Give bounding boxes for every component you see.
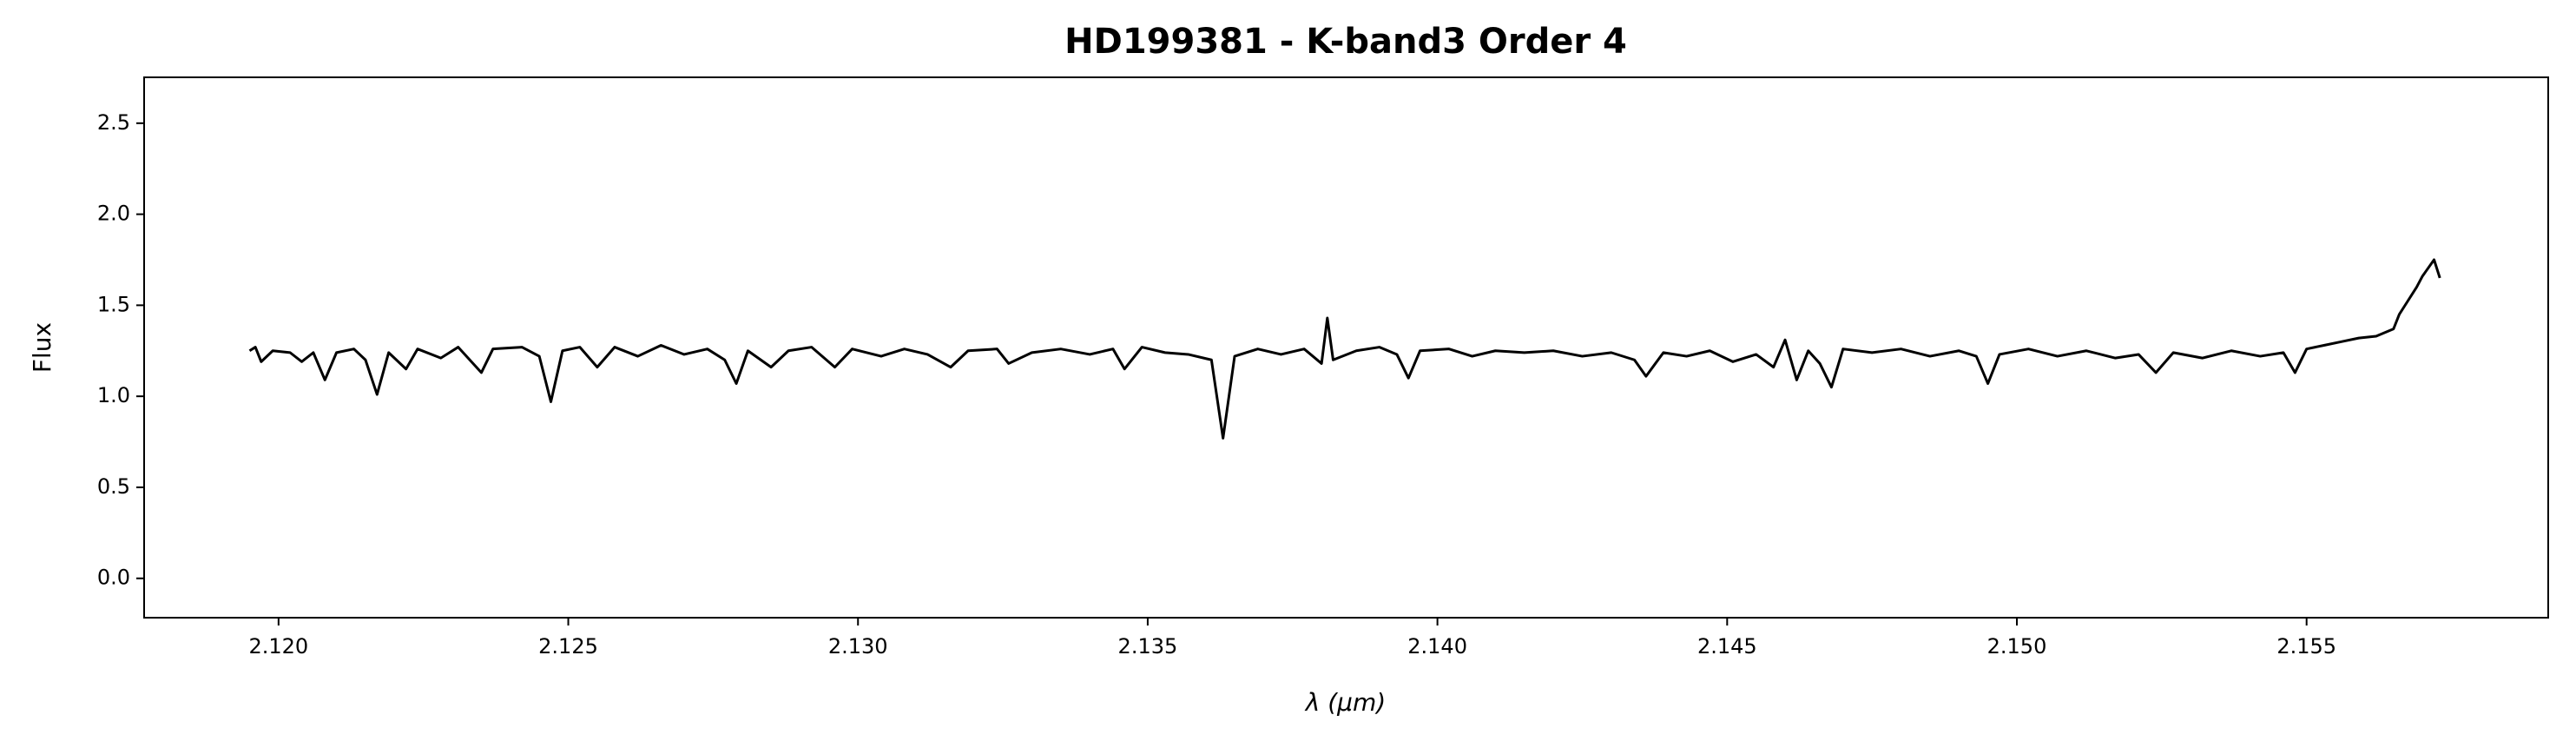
y-tick-label: 1.0 [97,383,130,407]
x-tick-label: 2.145 [1697,634,1757,659]
x-tick-label: 2.135 [1118,634,1178,659]
y-tick-label: 1.5 [97,292,130,316]
y-axis-label: Flux [28,322,56,373]
y-tick-label: 0.5 [97,474,130,499]
y-tick-label: 0.0 [97,566,130,590]
x-tick-label: 2.130 [828,634,888,659]
y-tick-label: 2.0 [97,202,130,226]
x-tick-label: 2.125 [538,634,598,659]
x-tick-label: 2.150 [1987,634,2047,659]
x-tick-label: 2.155 [2276,634,2336,659]
spectrum-line [248,258,2441,440]
x-axis-label: λ (μm) [1304,688,1386,717]
x-tick-label: 2.120 [248,634,308,659]
plot-frame [143,76,2549,619]
chart-title: HD199381 - K-band3 Order 4 [1064,22,1627,62]
x-tick-label: 2.140 [1407,634,1467,659]
y-tick-label: 2.5 [97,110,130,135]
